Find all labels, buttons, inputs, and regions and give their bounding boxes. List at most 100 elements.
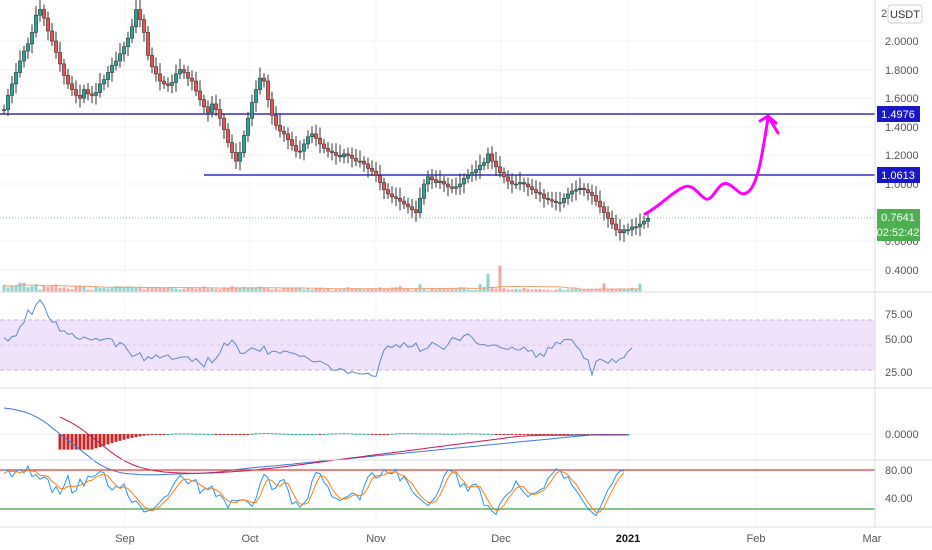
volume-bar bbox=[430, 287, 434, 292]
volume-bar bbox=[598, 288, 602, 292]
candle-body bbox=[466, 175, 470, 179]
candle-body bbox=[246, 117, 250, 136]
candle-body bbox=[386, 189, 390, 195]
volume-bar bbox=[2, 284, 6, 292]
macd-histogram-bar bbox=[238, 434, 242, 435]
volume-bar bbox=[210, 288, 214, 292]
candle-body bbox=[610, 218, 614, 225]
volume-bar bbox=[562, 290, 566, 292]
volume-bar bbox=[374, 289, 378, 292]
candle-body bbox=[646, 218, 650, 222]
volume-bar bbox=[330, 290, 334, 292]
candle-body bbox=[362, 160, 366, 165]
volume-bar bbox=[438, 288, 442, 292]
volume-bar bbox=[610, 288, 614, 292]
macd-histogram-bar bbox=[102, 434, 106, 446]
rsi-line bbox=[3, 298, 633, 378]
candle-body bbox=[154, 66, 158, 75]
volume-bar bbox=[506, 289, 510, 292]
horizontal-levels[interactable] bbox=[0, 113, 875, 219]
candle-body bbox=[222, 117, 226, 130]
macd-histogram-bar bbox=[322, 434, 326, 435]
candle-body bbox=[562, 198, 566, 203]
candle-body bbox=[294, 145, 298, 152]
candle-body bbox=[50, 30, 54, 42]
candle-body bbox=[450, 186, 454, 189]
volume-bar bbox=[334, 289, 338, 292]
price-tick-label: 1.2000 bbox=[885, 150, 919, 162]
candle-body bbox=[62, 63, 66, 76]
volume-bar bbox=[634, 289, 638, 292]
volume-bar bbox=[234, 287, 238, 292]
candle-body bbox=[354, 157, 358, 162]
level-label-lower-bg bbox=[877, 167, 920, 183]
candle-body bbox=[370, 167, 374, 172]
macd-histogram-bar bbox=[350, 433, 354, 435]
macd-histogram-bar bbox=[258, 433, 262, 435]
volume-bar bbox=[10, 285, 14, 292]
macd-histogram-bar bbox=[198, 433, 202, 435]
macd-histogram-bar bbox=[314, 434, 318, 435]
volume-bar bbox=[214, 289, 218, 292]
macd-histogram-bar bbox=[86, 434, 90, 450]
candle-body bbox=[442, 180, 446, 185]
volume-bar bbox=[146, 286, 150, 292]
volume-bar bbox=[526, 288, 530, 292]
macd-histogram-bar bbox=[210, 434, 214, 435]
volume-bar bbox=[54, 284, 58, 292]
volume-bar bbox=[546, 289, 550, 292]
volume-bar bbox=[62, 287, 66, 292]
macd-histogram-bar bbox=[426, 433, 430, 435]
volume-bar bbox=[390, 287, 394, 292]
macd-histogram-bar bbox=[74, 434, 78, 450]
candle-body bbox=[418, 198, 422, 213]
candle-body bbox=[334, 152, 338, 156]
volume-bars bbox=[2, 265, 642, 292]
candle-body bbox=[54, 40, 58, 53]
volume-bar bbox=[426, 290, 430, 292]
volume-bar bbox=[514, 288, 518, 292]
candle-body bbox=[486, 153, 490, 163]
currency-badge[interactable]: USDT bbox=[887, 4, 923, 24]
volume-bar bbox=[34, 284, 38, 292]
volume-bar bbox=[186, 287, 190, 292]
rsi-tick-label: 50.00 bbox=[885, 334, 913, 346]
candle-body bbox=[622, 229, 626, 233]
candle-body bbox=[590, 192, 594, 196]
candle-body bbox=[238, 152, 242, 162]
volume-bar bbox=[226, 287, 230, 292]
candle-body bbox=[402, 200, 406, 205]
macd-histogram-bar bbox=[298, 434, 302, 435]
volume-bar bbox=[534, 289, 538, 292]
volume-bar bbox=[310, 289, 314, 292]
volume-bar bbox=[142, 289, 146, 292]
macd-histogram-bar bbox=[262, 432, 266, 434]
macd-histogram-bar bbox=[306, 434, 310, 435]
candle-body bbox=[322, 143, 326, 149]
macd-histogram-bar bbox=[386, 434, 390, 435]
macd-histogram-bar bbox=[518, 434, 522, 435]
candle-body bbox=[138, 9, 142, 20]
volume-bar bbox=[202, 286, 206, 292]
macd-histogram-bar bbox=[534, 434, 538, 436]
candle-body bbox=[78, 95, 82, 99]
macd-histogram-bar bbox=[430, 433, 434, 435]
macd-histogram-bar bbox=[166, 434, 170, 435]
stoch-d-line bbox=[3, 469, 625, 513]
stoch-k-line bbox=[3, 464, 624, 517]
macd-histogram-bar bbox=[294, 434, 298, 435]
candle-body bbox=[10, 83, 14, 96]
macd-histogram-bar bbox=[526, 434, 530, 435]
candle-body bbox=[266, 80, 270, 100]
macd-histogram-bar bbox=[178, 433, 182, 435]
candle-body bbox=[270, 99, 274, 116]
panel-separators bbox=[0, 0, 932, 528]
volume-bar bbox=[462, 287, 466, 292]
macd-histogram-bar bbox=[374, 434, 378, 435]
candle-body bbox=[414, 209, 418, 213]
time-tick-label: Oct bbox=[241, 533, 258, 545]
volume-bar bbox=[166, 287, 170, 292]
candle-body bbox=[142, 19, 146, 33]
macd-histogram-bar bbox=[222, 434, 226, 435]
